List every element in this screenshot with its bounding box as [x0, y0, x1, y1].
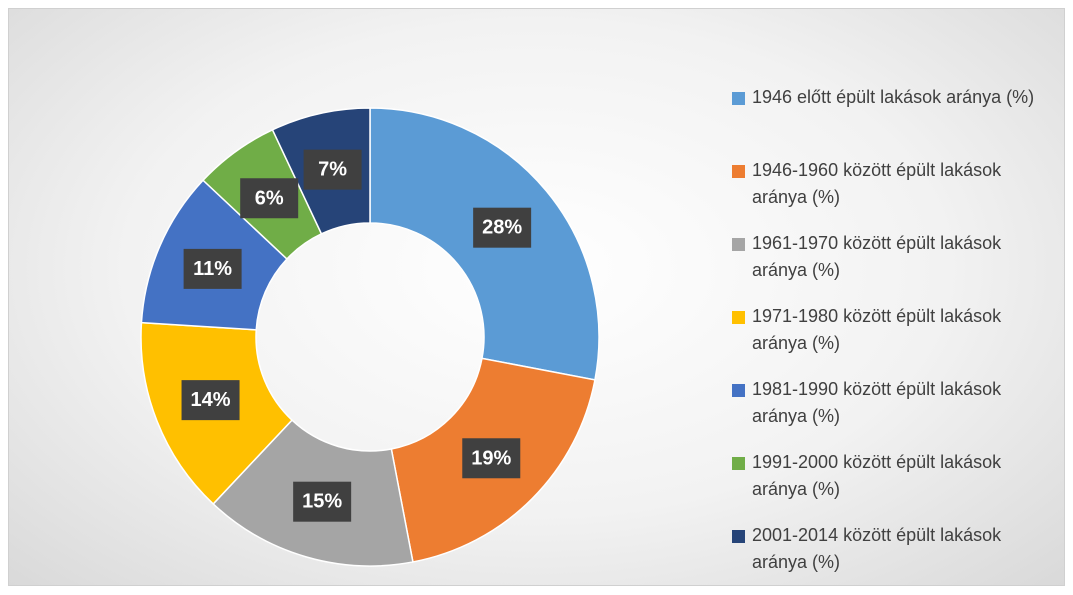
data-label-box	[303, 149, 362, 190]
legend-swatch	[732, 238, 745, 251]
legend-item: 1971-1980 között épült lakások aránya (%…	[732, 303, 1052, 376]
legend-item: 1981-1990 között épült lakások aránya (%…	[732, 376, 1052, 449]
data-label: 14%	[191, 389, 231, 411]
legend-item: 2001-2014 között épült lakások aránya (%…	[732, 522, 1052, 595]
legend-swatch	[732, 530, 745, 543]
legend-item: 1991-2000 között épült lakások aránya (%…	[732, 449, 1052, 522]
legend-swatch	[732, 165, 745, 178]
legend-label: 2001-2014 között épült lakások aránya (%…	[752, 525, 1002, 572]
legend-item: 1961-1970 között épült lakások aránya (%…	[732, 230, 1052, 303]
legend-label: 1971-1980 között épült lakások aránya (%…	[752, 306, 1002, 353]
legend-swatch	[732, 311, 745, 324]
data-label: 15%	[302, 491, 342, 513]
legend-item: 1946-1960 között épült lakások aránya (%…	[732, 157, 1052, 230]
data-label: 19%	[471, 447, 511, 469]
legend-swatch	[732, 457, 745, 470]
legend-label: 1946-1960 között épült lakások aránya (%…	[752, 160, 1002, 207]
data-label-box	[473, 207, 532, 248]
data-label: 28%	[482, 217, 522, 239]
data-label: 11%	[193, 258, 232, 280]
legend: 1946 előtt épült lakások aránya (%) 1946-…	[732, 84, 1052, 595]
legend-swatch	[732, 384, 745, 397]
legend-label: 1981-1990 között épült lakások aránya (%…	[752, 379, 1002, 426]
data-label-box	[293, 481, 352, 522]
legend-swatch	[732, 92, 745, 105]
legend-label: 1961-1970 között épült lakások aránya (%…	[752, 233, 1002, 280]
data-label-box	[181, 380, 240, 421]
legend-label: 1946 előtt épült lakások aránya (%)	[752, 87, 1035, 107]
legend-item: 1946 előtt épült lakások aránya (%)	[732, 84, 1052, 157]
data-label-box	[183, 248, 242, 289]
data-label-box	[462, 438, 521, 479]
data-label: 6%	[255, 187, 284, 209]
legend-label: 1991-2000 között épült lakások aránya (%…	[752, 452, 1002, 499]
data-label-box	[240, 178, 299, 219]
data-label: 7%	[318, 159, 347, 181]
